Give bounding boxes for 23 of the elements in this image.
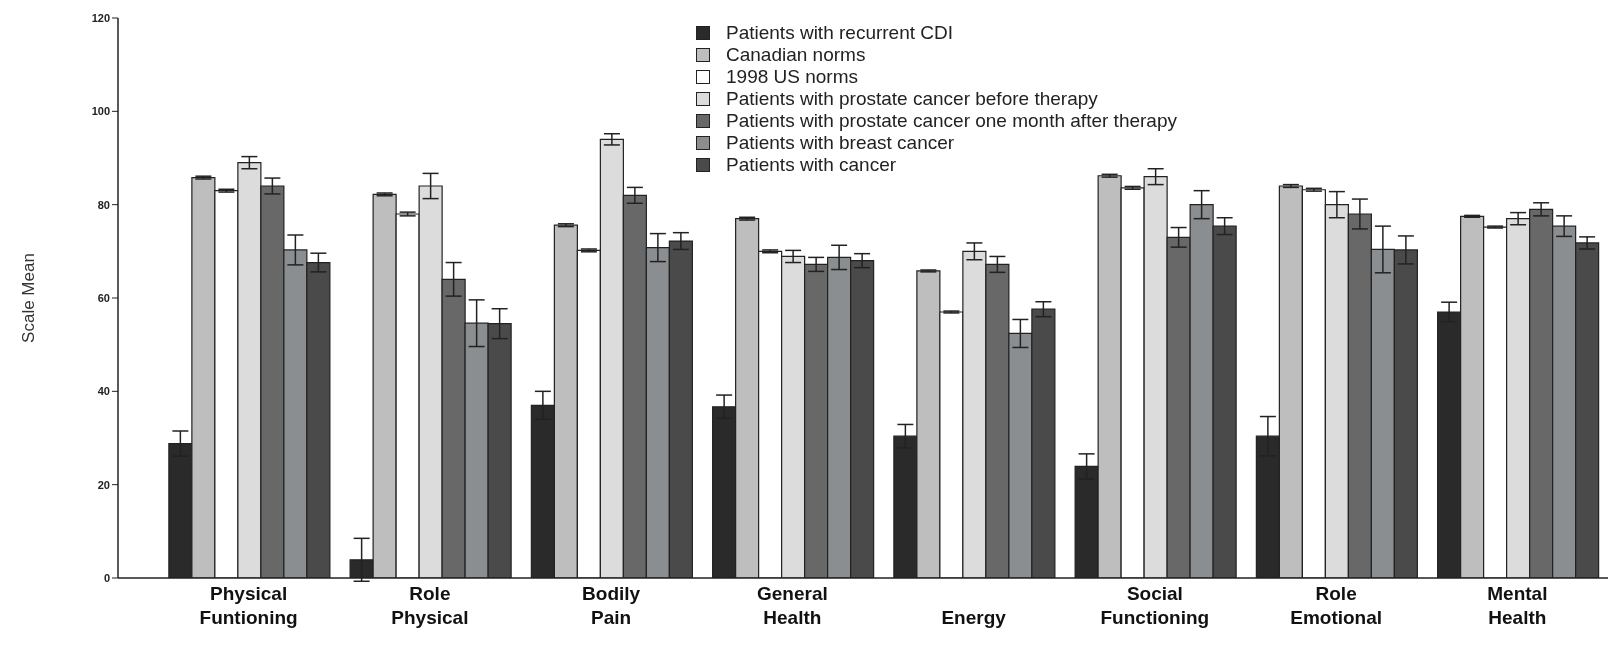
x-tick-label: General Health [756, 583, 828, 628]
x-tick-label: Energy [941, 607, 1007, 628]
legend-label: Patients with cancer [726, 154, 897, 176]
legend-label: Patients with prostate cancer one month after therapy [726, 110, 1177, 132]
x-tick-label: Mental Health [1487, 583, 1548, 628]
x-tick-label: Bodily Pain [582, 583, 641, 628]
y-axis-title: Scale Mean [19, 253, 39, 343]
y-tick-label: 0 [103, 571, 110, 584]
legend-label: Patients with recurrent CDI [726, 22, 954, 44]
legend-label: Patients with breast cancer [726, 132, 955, 154]
x-tick-label: Role Physical [391, 583, 469, 628]
legend-label: 1998 US norms [726, 66, 859, 88]
y-tick-label: 20 [97, 478, 110, 491]
x-tick-label: Social Functioning [1100, 583, 1210, 628]
legend-label: Patients with prostate cancer before therapy [726, 88, 1098, 110]
y-tick-label: 40 [97, 385, 110, 398]
y-tick-label: 60 [97, 291, 110, 304]
y-tick-label: 120 [91, 11, 110, 24]
y-tick-label: 100 [91, 105, 110, 118]
x-tick-label: Physical Funtioning [199, 583, 298, 628]
x-tick-label: Role Emotional [1290, 583, 1383, 628]
legend-label: Canadian norms [726, 44, 866, 66]
y-tick-label: 80 [97, 198, 110, 211]
